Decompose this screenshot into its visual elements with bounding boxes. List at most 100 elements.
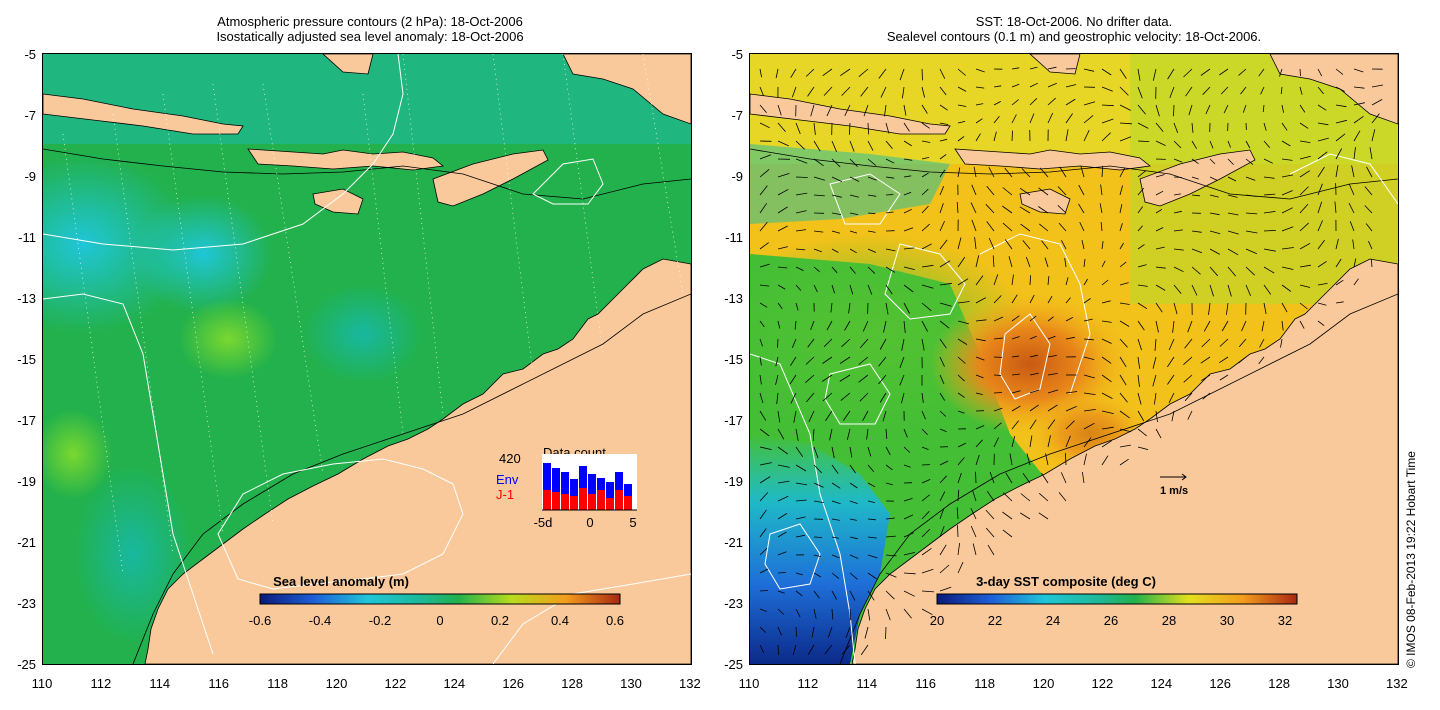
data-count-tick: 5 [629, 515, 636, 530]
velocity-vector [1011, 436, 1016, 448]
velocity-vector [1041, 472, 1049, 484]
velocity-vector [805, 374, 815, 383]
velocity-vector [777, 446, 788, 455]
left-title-line1: Atmospheric pressure contours (2 hPa): 1… [217, 14, 523, 29]
velocity-vector [1011, 130, 1013, 142]
velocity-vector [903, 104, 907, 116]
velocity-vector [1047, 66, 1057, 70]
velocity-vector [849, 608, 851, 621]
velocity-vector [1119, 444, 1131, 448]
velocity-vector [1083, 453, 1087, 466]
velocity-vector [1259, 338, 1265, 348]
velocity-vector [1011, 83, 1020, 88]
velocity-vector [903, 158, 913, 161]
velocity-vector [759, 528, 767, 538]
velocity-vector [1184, 392, 1193, 402]
velocity-vector [1281, 226, 1294, 232]
velocity-vector [1299, 284, 1311, 288]
velocity-vector [885, 284, 893, 295]
velocity-vector [1029, 82, 1038, 88]
velocity-vector [1047, 112, 1054, 124]
velocity-vector [777, 320, 781, 329]
velocity-vector [1245, 248, 1258, 255]
velocity-vector [849, 464, 856, 474]
velocity-vector [1262, 104, 1265, 113]
velocity-vector [831, 140, 837, 152]
velocity-vector [939, 122, 949, 125]
velocity-vector [975, 255, 980, 268]
velocity-vector [1002, 222, 1013, 232]
velocity-vector [1101, 86, 1113, 92]
velocity-vector [1317, 260, 1327, 268]
velocity-vector [1227, 194, 1238, 198]
velocity-vector [1223, 104, 1229, 114]
velocity-vector [1335, 68, 1344, 75]
velocity-vector [849, 554, 859, 559]
velocity-vector [921, 205, 929, 214]
velocity-vector [921, 122, 930, 129]
timor-island [1139, 149, 1256, 207]
velocity-vector [1038, 187, 1049, 196]
velocity-vector [825, 410, 833, 422]
velocity-vector [1351, 165, 1355, 178]
velocity-vector [1219, 356, 1229, 364]
velocity-vector [903, 208, 912, 214]
velocity-vector [1137, 392, 1142, 405]
velocity-vector [885, 572, 897, 578]
velocity-vector [993, 85, 1002, 88]
velocity-vector [867, 140, 874, 151]
velocity-vector [1317, 86, 1324, 95]
velocity-vector [1011, 420, 1019, 430]
velocity-vector [867, 284, 873, 295]
velocity-vector [1009, 453, 1013, 466]
velocity-vector [826, 104, 833, 117]
velocity-vector [1188, 104, 1193, 116]
velocity-vector [1065, 129, 1069, 142]
velocity-vector [1137, 428, 1147, 437]
velocity-vector [1119, 104, 1131, 111]
data-count-tick: 0 [586, 515, 593, 530]
velocity-vector [878, 356, 887, 367]
velocity-vector [1238, 356, 1247, 364]
velocity-vector [759, 590, 769, 592]
sla-colorbar-tick: -0.2 [369, 613, 391, 628]
velocity-vector [1029, 275, 1031, 286]
velocity-vector [849, 248, 857, 254]
velocity-vector [1227, 266, 1237, 277]
sst-colorbar-tick: 20 [930, 613, 944, 628]
velocity-vector [777, 626, 782, 636]
velocity-vector [1080, 165, 1085, 178]
velocity-vector [1299, 264, 1311, 268]
velocity-vector [1353, 130, 1361, 142]
data-count-tick: -5d [534, 515, 553, 530]
velocity-vector [794, 320, 797, 330]
longitude-tick-label: 130 [1327, 676, 1349, 691]
lesser-sunda-islands [247, 148, 444, 171]
velocity-vector [1191, 158, 1199, 165]
velocity-vector [759, 302, 768, 308]
velocity-vector [882, 410, 887, 422]
velocity-vector [975, 392, 983, 395]
velocity-vector [1226, 302, 1229, 315]
velocity-vector [1083, 356, 1095, 360]
right-map-title: SST: 18-Oct-2006. No drifter data. Seale… [748, 14, 1400, 44]
velocity-vector [957, 356, 966, 364]
velocity-vector [921, 264, 934, 268]
sla-low-east [303, 284, 423, 384]
velocity-vector [1101, 132, 1111, 142]
velocity-vector [885, 428, 888, 439]
velocity-vector [903, 608, 912, 619]
sst-colorbar-tick: 22 [988, 613, 1002, 628]
velocity-vector [1029, 66, 1038, 70]
velocity-vector [807, 644, 815, 655]
velocity-vector [921, 528, 931, 538]
sla-high-southwest [43, 409, 113, 499]
velocity-vector [777, 284, 786, 290]
velocity-vector [777, 104, 782, 116]
sst-colorbar [936, 593, 1298, 605]
latitude-tick-label: -9 [731, 169, 743, 184]
velocity-vector [992, 255, 995, 268]
velocity-vector [975, 471, 977, 484]
velocity-vector [1281, 140, 1291, 147]
velocity-vector [759, 122, 770, 129]
